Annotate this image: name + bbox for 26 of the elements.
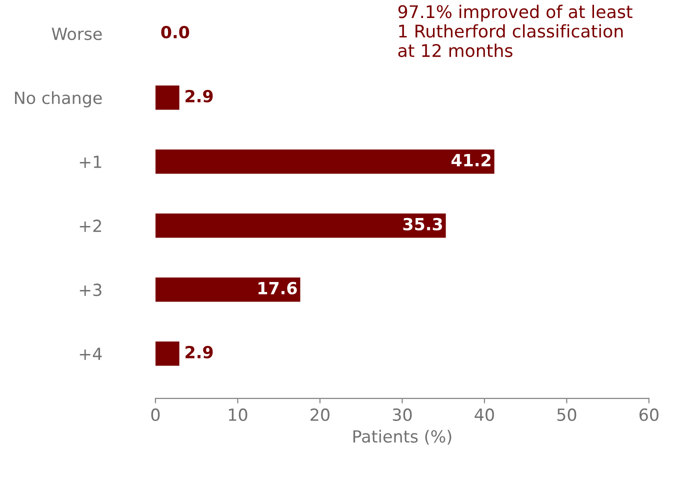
bar bbox=[155, 341, 180, 366]
x-tick-label: 30 bbox=[392, 408, 412, 422]
data-label: 2.9 bbox=[186, 346, 213, 358]
x-tick-label: 20 bbox=[310, 408, 330, 422]
x-tick-label: 10 bbox=[228, 408, 248, 422]
y-tick-label: +4 bbox=[80, 348, 102, 360]
bar bbox=[155, 213, 446, 238]
y-tick-label: +1 bbox=[80, 156, 102, 168]
y-tick-label: +2 bbox=[80, 220, 102, 232]
x-axis-title: Patients (%) bbox=[353, 430, 452, 445]
x-tick-label: 40 bbox=[474, 408, 494, 422]
x-tick-label: 0 bbox=[151, 408, 160, 422]
x-tick-label: 60 bbox=[640, 408, 658, 422]
data-label: 0.0 bbox=[161, 26, 190, 38]
y-tick-label: +3 bbox=[80, 284, 102, 296]
data-label: 41.2 bbox=[452, 154, 490, 166]
data-label: 35.3 bbox=[403, 218, 442, 230]
bar bbox=[155, 149, 494, 174]
bar bbox=[155, 277, 300, 302]
y-tick-label: Worse bbox=[52, 28, 102, 40]
x-tick-label: 50 bbox=[557, 408, 576, 422]
data-label: 17.6 bbox=[258, 282, 297, 294]
bar bbox=[155, 85, 180, 110]
annotation: 97.1% improved of at least 1 Rutherford classification at 12 months bbox=[398, 4, 632, 58]
data-label: 2.9 bbox=[186, 90, 213, 102]
y-tick-label: No change bbox=[15, 91, 102, 108]
